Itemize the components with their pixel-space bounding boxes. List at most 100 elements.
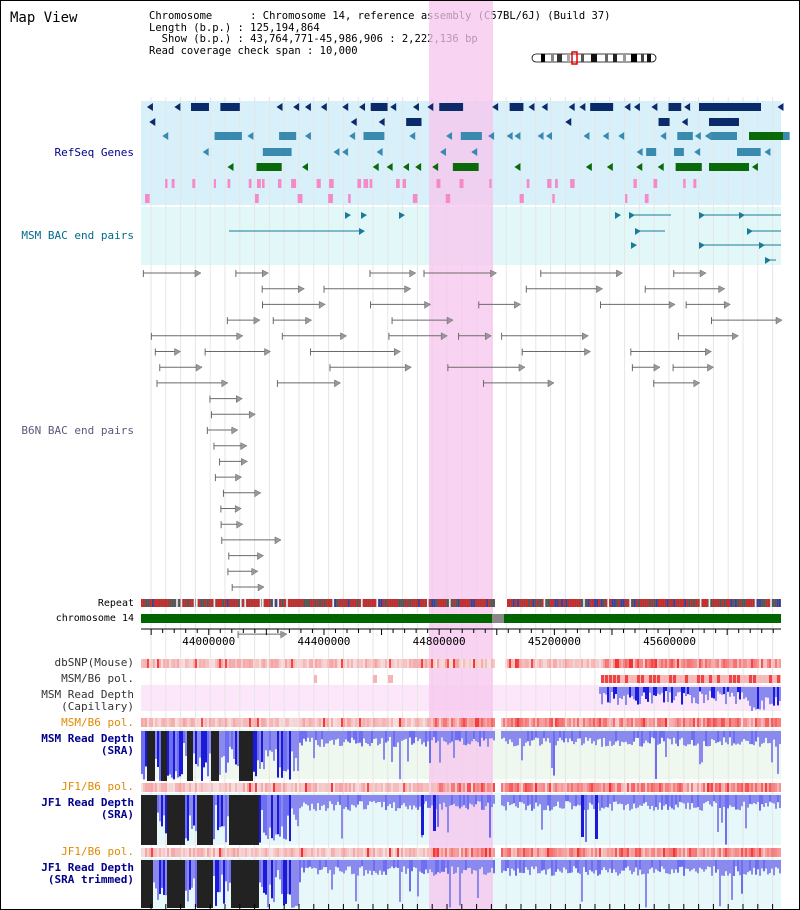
jf1-pol-cell (295, 783, 297, 792)
msm-sra-depth-bar (629, 731, 631, 744)
msm-pol-feature (745, 675, 748, 683)
msm-b6-pol-sra-label[interactable]: MSM/B6 pol. (61, 716, 134, 729)
jf1-pol-cell (403, 783, 405, 792)
msm-sra-depth-bar (577, 731, 579, 739)
msm-sra-depth-bar (705, 731, 707, 747)
gene-arrow (694, 132, 701, 140)
jf1-pol-trim-cell (567, 848, 569, 857)
jf1-pol-trim-cell (651, 848, 653, 857)
bac-end-marker (699, 212, 705, 219)
dbsnp-cell (637, 659, 639, 668)
bac-end-marker (631, 242, 637, 249)
jf1-sra-depth-bar (393, 795, 395, 803)
jf1-trim-depth-bar (433, 860, 435, 876)
capillary-depth-bar (729, 687, 731, 697)
jf1-sra-label[interactable]: JF1 Read Depth (SRA) (41, 796, 134, 821)
jf1-trim-depth-bar (233, 860, 235, 908)
msm-sra-depth-bar (757, 731, 759, 738)
capillary-depth-bar (663, 687, 665, 703)
msm-sra-depth-bar (425, 731, 427, 747)
capillary-depth-bar (603, 687, 605, 694)
jf1-pol-cell (425, 783, 427, 792)
msm-bac-label[interactable]: MSM BAC end pairs (21, 229, 134, 242)
capillary-depth-bar (733, 687, 735, 697)
gene-feature (297, 194, 303, 203)
jf1-pol-cell (491, 783, 493, 792)
msm-pol-feature (761, 675, 764, 683)
jf1-trim-depth-bar (149, 860, 151, 908)
msm-sra-depth-bar (485, 731, 487, 739)
jf1-pol-trim-cell (435, 848, 437, 857)
msm-sra-depth-bar (515, 731, 517, 746)
jf1-pol-trim-cell (587, 848, 589, 857)
jf1-sra-depth-bar (281, 795, 283, 827)
jf1-sra-depth-bar (243, 795, 245, 845)
msm-pol-cell (637, 718, 639, 727)
jf1-pol-cell (601, 783, 603, 792)
jf1-pol-trim-cell (233, 848, 235, 857)
refseq-genes-label[interactable]: RefSeq Genes (54, 146, 134, 159)
jf1-pol-cell (325, 783, 327, 792)
gene-arrow (579, 103, 586, 111)
b6n-bac-label[interactable]: B6N BAC end pairs (21, 424, 134, 437)
repeat-element (429, 599, 431, 607)
jf1-sra-depth-bar (361, 795, 363, 802)
dbsnp-cell (289, 659, 291, 668)
msm-b6-pol-label[interactable]: MSM/B6 pol. (61, 672, 134, 685)
msm-sra-label[interactable]: MSM Read Depth (SRA) (41, 732, 134, 757)
dbsnp-label[interactable]: dbSNP(Mouse) (54, 656, 134, 669)
dbsnp-cell (759, 659, 761, 668)
msm-pol-cell (709, 718, 711, 727)
dbsnp-cell (411, 659, 413, 668)
jf1-sra-depth-bar (515, 795, 517, 807)
jf1-pol-cell (779, 783, 781, 792)
msm-pol-feature (721, 675, 724, 683)
dbsnp-cell (683, 659, 685, 668)
msm-sra-depth-bar (751, 731, 753, 745)
jf1-trim-depth-bar (341, 860, 343, 872)
msm-pol-cell (193, 718, 195, 727)
jf1-sra-depth-bar (779, 795, 781, 809)
jf1-pol-trim-cell (327, 848, 329, 857)
jf1-trim-depth-bar (573, 860, 575, 867)
jf1-trim-depth-bar (635, 860, 637, 868)
msm-pol-cell (777, 718, 779, 727)
jf1-pol-cell (679, 783, 681, 792)
msm-pol-cell (383, 718, 385, 727)
jf1-pol-cell (761, 783, 763, 792)
jf1-pol-cell (713, 783, 715, 792)
gene-feature (328, 194, 333, 203)
msm-capillary-label[interactable]: MSM Read Depth (Capillary) (41, 688, 134, 713)
repeat-element (253, 599, 255, 607)
jf1-pol-cell (705, 783, 707, 792)
jf1-b6-pol-label[interactable]: JF1/B6 pol. (61, 780, 134, 793)
jf1-pol-trim-cell (503, 848, 505, 857)
msm-sra-depth-bar (761, 731, 763, 744)
bac-end-marker (236, 520, 244, 529)
jf1-pol-trim-cell (653, 848, 655, 857)
repeat-element (642, 599, 645, 607)
jf1-pol-trim-cell (489, 848, 491, 857)
dbsnp-cell (547, 659, 549, 668)
msm-pol-cell (551, 718, 553, 727)
jf1-trim-depth-bar (661, 860, 663, 867)
gene-block (214, 132, 242, 140)
msm-pol-cell (697, 718, 699, 727)
jf1-sra-trimmed-label[interactable]: JF1 Read Depth (SRA trimmed) (41, 861, 134, 886)
jf1-pol-trim-cell (369, 848, 371, 857)
msm-sra-depth-bar (395, 731, 397, 747)
repeat-element (169, 599, 172, 607)
dbsnp-cell (415, 659, 417, 668)
repeat-element (655, 599, 658, 607)
dbsnp-cell (255, 659, 257, 668)
jf1-pol-cell (651, 783, 653, 792)
msm-sra-depth-bar (219, 731, 221, 775)
gene-arrow (602, 132, 609, 140)
jf1-b6-pol-trimmed-label[interactable]: JF1/B6 pol. (61, 845, 134, 858)
msm-pol-cell (609, 718, 611, 727)
jf1-pol-trim-cell (661, 848, 663, 857)
jf1-trim-depth-bar (391, 860, 393, 867)
msm-pol-cell (357, 718, 359, 727)
msm-sra-depth-bar (261, 731, 263, 763)
